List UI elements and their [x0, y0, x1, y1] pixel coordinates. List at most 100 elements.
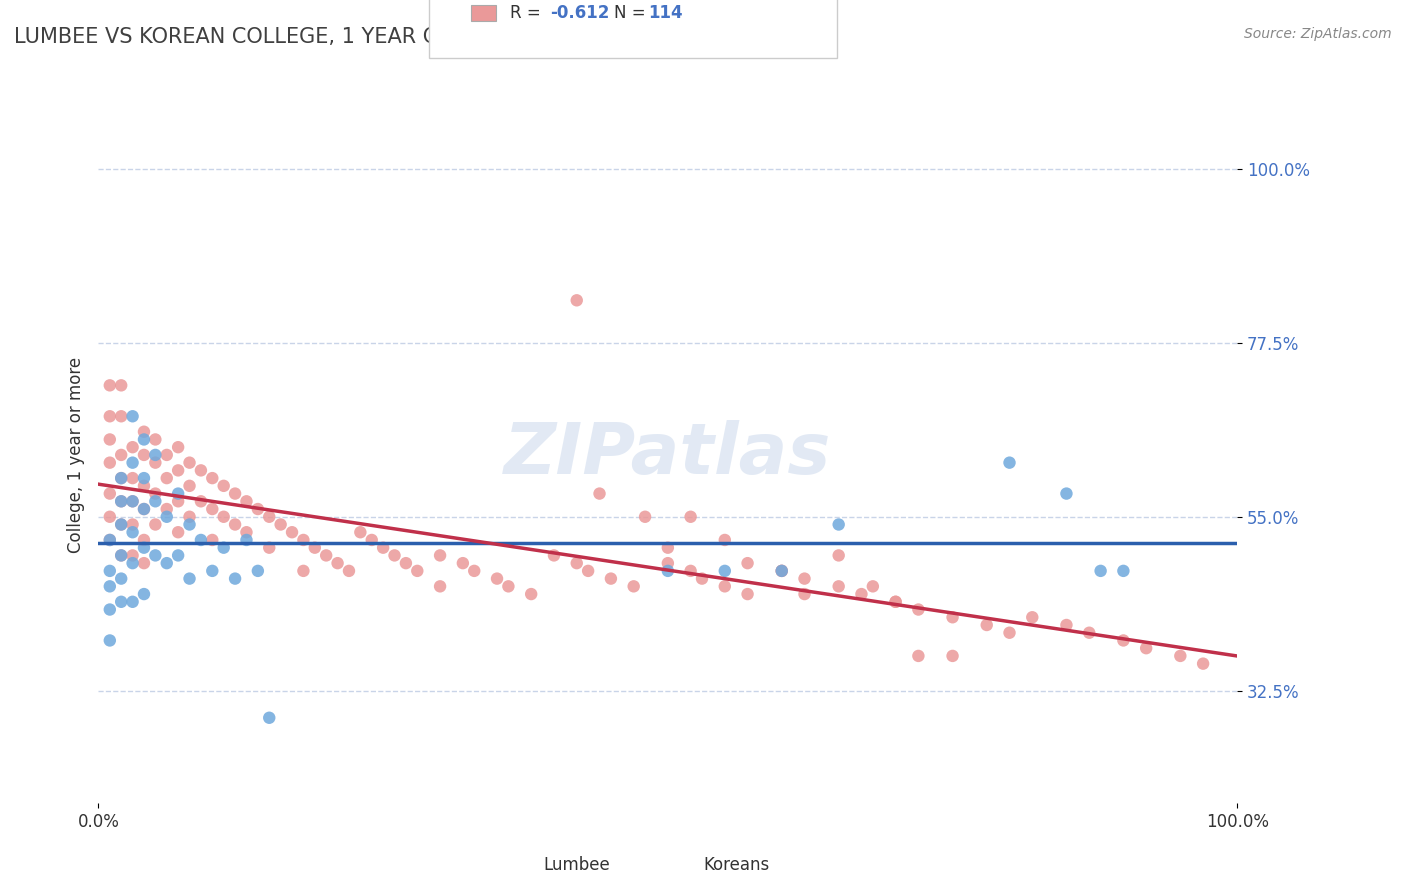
Point: [121, 556, 143, 570]
Point: [679, 564, 702, 578]
Point: [167, 494, 190, 508]
Point: [98, 378, 121, 392]
Point: [326, 556, 349, 570]
Point: [907, 648, 929, 663]
Point: [406, 564, 429, 578]
Point: [565, 556, 588, 570]
Point: [156, 471, 179, 485]
Point: [714, 579, 737, 593]
Point: [132, 587, 155, 601]
Point: [145, 433, 167, 447]
Point: [1054, 618, 1078, 632]
Point: [224, 486, 246, 500]
Point: [179, 572, 201, 586]
Point: [110, 572, 132, 586]
Point: [235, 494, 257, 508]
Point: [1112, 633, 1135, 648]
Point: [98, 433, 121, 447]
Point: [259, 541, 281, 555]
Text: R =: R =: [510, 4, 547, 22]
Point: [110, 549, 132, 563]
Point: [1170, 648, 1192, 663]
Point: [657, 556, 679, 570]
Point: [98, 409, 121, 424]
Point: [851, 587, 873, 601]
Point: [98, 486, 121, 500]
Text: ZIPatlas: ZIPatlas: [505, 420, 831, 490]
FancyBboxPatch shape: [685, 855, 707, 876]
Point: [179, 479, 201, 493]
Point: [862, 579, 884, 593]
Point: [600, 572, 623, 586]
Point: [634, 509, 657, 524]
Point: [304, 541, 326, 555]
Text: 114: 114: [648, 4, 683, 22]
Point: [714, 564, 737, 578]
Point: [145, 549, 167, 563]
Point: [998, 625, 1021, 640]
Point: [623, 579, 645, 593]
Point: [451, 556, 474, 570]
Point: [942, 648, 965, 663]
Point: [543, 549, 565, 563]
Point: [463, 564, 485, 578]
Point: [179, 509, 201, 524]
Point: [121, 517, 143, 532]
Point: [132, 425, 155, 439]
Point: [828, 579, 851, 593]
Point: [132, 502, 155, 516]
Point: [828, 517, 851, 532]
Point: [212, 509, 235, 524]
Point: [212, 541, 235, 555]
Point: [235, 525, 257, 540]
Point: [429, 549, 451, 563]
Point: [167, 549, 190, 563]
Point: [201, 502, 224, 516]
Point: [145, 494, 167, 508]
Point: [942, 610, 965, 624]
Point: [793, 572, 815, 586]
Point: [98, 533, 121, 547]
Point: [167, 525, 190, 540]
Point: [132, 471, 155, 485]
Point: [224, 517, 246, 532]
Point: [201, 564, 224, 578]
Point: [121, 471, 143, 485]
Point: [201, 471, 224, 485]
Point: [657, 541, 679, 555]
Point: [132, 541, 155, 555]
Point: [246, 564, 269, 578]
Point: [976, 618, 998, 632]
Point: [110, 471, 132, 485]
Text: -0.612: -0.612: [550, 4, 609, 22]
Point: [737, 556, 759, 570]
Point: [145, 517, 167, 532]
Point: [349, 525, 371, 540]
Point: [110, 494, 132, 508]
Point: [371, 541, 394, 555]
Point: [167, 440, 190, 454]
Text: LUMBEE VS KOREAN COLLEGE, 1 YEAR OR MORE CORRELATION CHART: LUMBEE VS KOREAN COLLEGE, 1 YEAR OR MORE…: [14, 27, 754, 46]
Point: [770, 564, 793, 578]
Point: [337, 564, 360, 578]
Point: [98, 633, 121, 648]
Point: [576, 564, 599, 578]
Point: [259, 509, 281, 524]
Point: [145, 456, 167, 470]
Point: [235, 533, 257, 547]
Point: [121, 494, 143, 508]
Point: [690, 572, 713, 586]
Point: [1090, 564, 1112, 578]
Point: [110, 517, 132, 532]
Point: [121, 549, 143, 563]
Point: [714, 533, 737, 547]
Point: [98, 579, 121, 593]
Point: [132, 433, 155, 447]
Point: [1192, 657, 1215, 671]
Point: [132, 448, 155, 462]
Point: [395, 556, 418, 570]
Point: [270, 517, 292, 532]
Point: [167, 463, 190, 477]
Point: [998, 456, 1021, 470]
Point: [145, 486, 167, 500]
